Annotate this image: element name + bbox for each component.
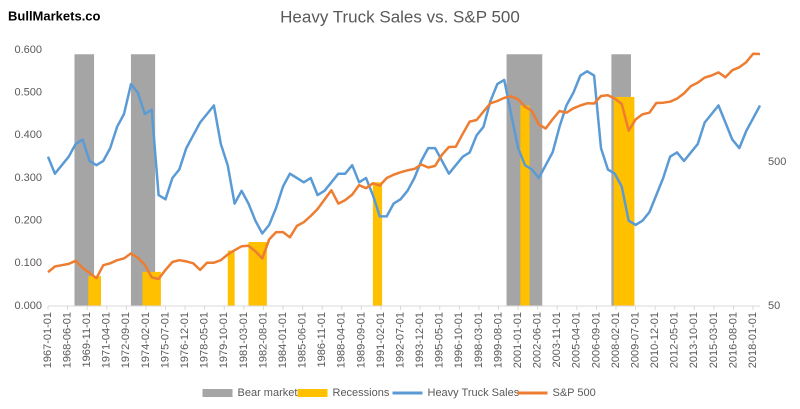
x-tick-label: 2002-06-01 [532,312,544,368]
y2-tick-label: 50 [768,300,780,312]
x-tick-label: 1995-05-01 [434,312,446,368]
x-tick-label: 1971-04-01 [101,312,113,368]
x-tick-label: 1967-01-01 [42,312,54,368]
x-tick-label: 1979-10-01 [218,312,230,368]
x-tick-label: 1981-03-01 [238,312,250,368]
x-tick-label: 2005-04-01 [571,312,583,368]
x-tick-label: 1986-11-01 [316,312,328,367]
x-tick-label: 1978-05-01 [199,312,211,368]
x-tick-label: 1988-04-01 [336,312,348,368]
x-tick-label: 2001-01-01 [512,312,524,368]
x-tick-label: 1993-12-01 [414,312,426,368]
x-tick-label: 1996-10-01 [453,312,465,368]
x-tick-label: 1976-12-01 [179,312,191,368]
x-tick-label: 1975-07-01 [159,312,171,368]
x-tick-label: 1972-09-01 [120,312,132,368]
legend-swatch [297,389,328,397]
x-tick-label: 2013-10-01 [688,312,700,368]
band [520,105,530,306]
x-tick-label: 2015-03-01 [708,312,720,368]
x-tick-label: 1989-09-01 [355,312,367,368]
band [227,250,235,306]
x-tick-label: 1984-01-01 [277,312,289,368]
x-tick-label: 2012-05-01 [669,312,681,368]
x-tick-label: 1992-07-01 [394,312,406,368]
legend-label: Recessions [333,387,390,399]
y-tick-label: 0.400 [14,129,42,141]
band [88,276,101,306]
x-tick-label: 2006-09-01 [590,312,602,368]
x-tick-label: 2010-12-01 [649,312,661,368]
x-tick-label: 1974-02-01 [140,312,152,368]
x-tick-label: 2016-08-01 [727,312,739,368]
band [74,54,95,307]
x-tick-label: 1985-06-01 [297,312,309,368]
x-tick-label: 2003-11-01 [551,312,563,367]
y-tick-label: 0.600 [14,44,42,56]
x-tick-label: 2018-01-01 [747,312,759,368]
legend-label: Heavy Truck Sales [428,387,520,399]
legend-label: S&P 500 [553,387,596,399]
line [47,52,761,281]
y-tick-label: 0.200 [14,215,42,227]
x-tick-label: 2008-02-01 [610,312,622,368]
band [130,54,156,307]
x-tick-label: 1998-03-01 [473,312,485,368]
y-tick-label: 0.000 [14,300,42,312]
watermark: BullMarkets.co [8,8,101,23]
legend-label: Bear markets [238,387,304,399]
chart-title: Heavy Truck Sales vs. S&P 500 [280,7,520,26]
y-tick-label: 0.100 [14,257,42,269]
band [372,182,383,306]
x-tick-label: 2009-07-01 [629,312,641,368]
y-tick-label: 0.300 [14,172,42,184]
x-tick-label: 1991-02-01 [375,312,387,368]
x-tick-label: 1969-11-01 [81,312,93,367]
legend-swatch [202,389,233,397]
x-tick-label: 1968-06-01 [61,312,73,368]
band [142,271,161,306]
y2-tick-label: 500 [768,156,786,168]
line [46,70,762,235]
y-tick-label: 0.500 [14,87,42,99]
x-tick-label: 1982-08-01 [257,312,269,368]
x-tick-label: 1999-08-01 [492,312,504,368]
